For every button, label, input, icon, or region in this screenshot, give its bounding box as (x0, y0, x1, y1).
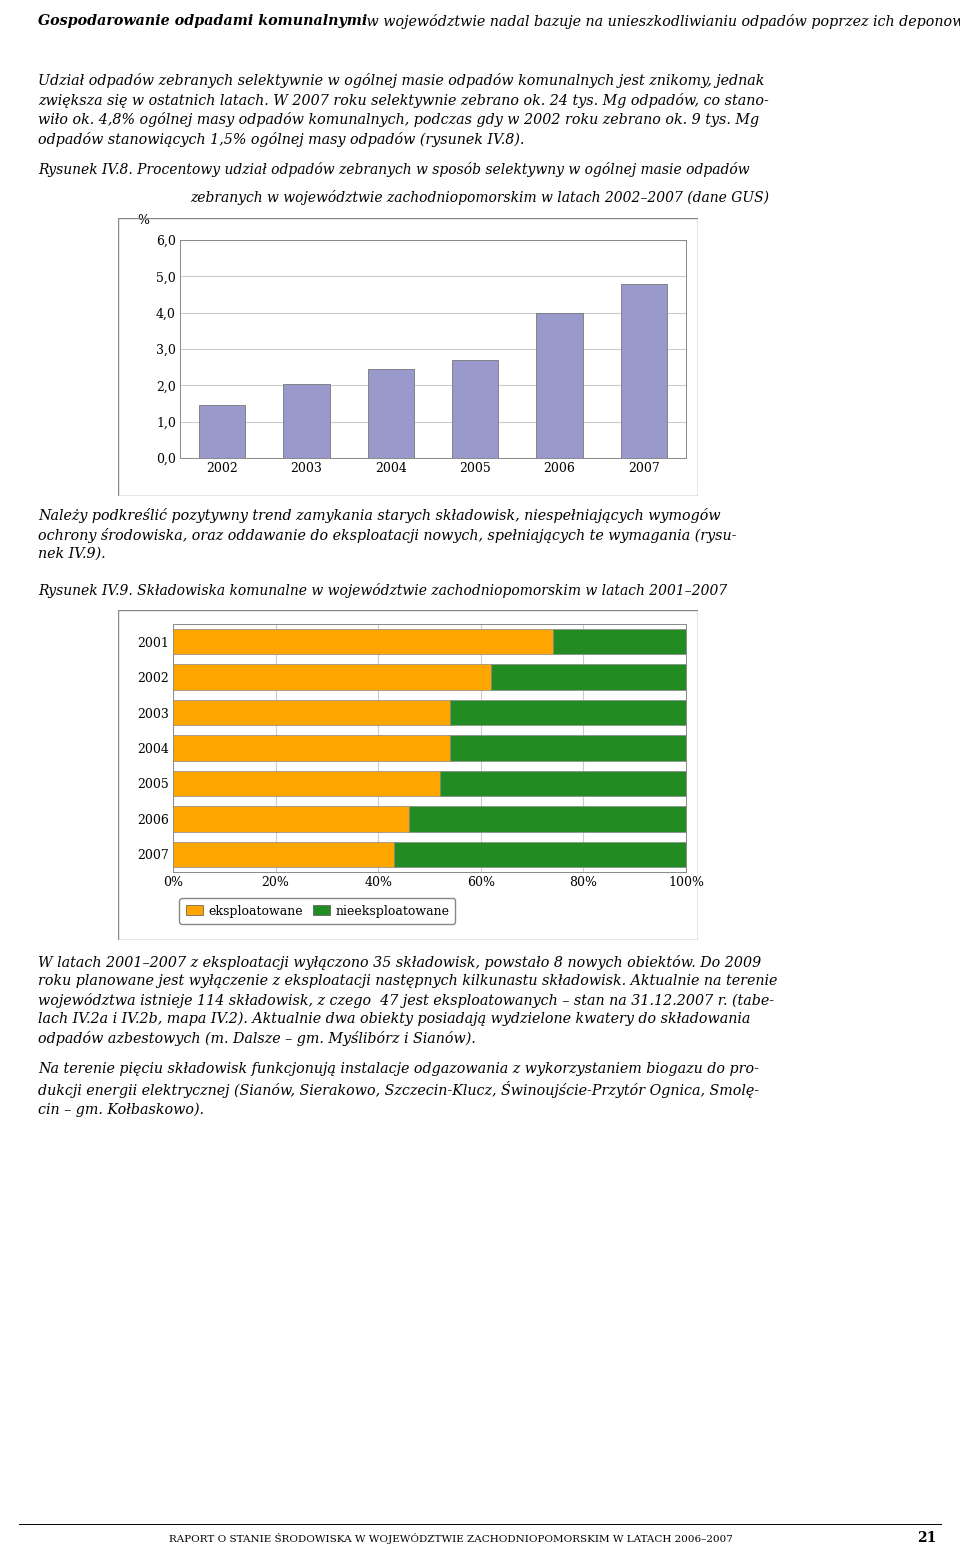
Bar (409, 806, 686, 831)
Bar (394, 842, 686, 867)
Bar (621, 284, 667, 458)
Bar (452, 360, 498, 458)
Legend: eksploatowane, nieeksploatowane: eksploatowane, nieeksploatowane (180, 898, 455, 924)
Bar (199, 405, 246, 458)
Text: Rysunek IV.8. Procentowy udział odpadów zebranych w sposób selektywny w ogólnej : Rysunek IV.8. Procentowy udział odpadów … (38, 162, 750, 177)
Bar (283, 384, 329, 458)
Bar (440, 770, 686, 797)
Bar (173, 700, 450, 725)
Bar (368, 370, 414, 458)
Text: Gospodarowanie odpadami komunalnymi: Gospodarowanie odpadami komunalnymi (38, 14, 368, 28)
Text: Na terenie pięciu składowisk funkcjonują instalacje odgazowania z wykorzystaniem: Na terenie pięciu składowisk funkcjonują… (38, 1062, 759, 1117)
Bar (537, 312, 583, 458)
Bar (173, 735, 450, 761)
Text: w województwie nadal bazuje na unieszkodliwianiu odpadów poprzez ich deponowanie: w województwie nadal bazuje na unieszkod… (362, 14, 960, 30)
Text: Należy podkreślić pozytywny trend zamykania starych składowisk, niespełniających: Należy podkreślić pozytywny trend zamyka… (38, 508, 736, 561)
Text: RAPORT O STANIE ŚRODOWISKA W WOJEWÓDZTWIE ZACHODNIOPOMORSKIM W LATACH 2006–2007: RAPORT O STANIE ŚRODOWISKA W WOJEWÓDZTWI… (169, 1533, 733, 1544)
Text: W latach 2001–2007 z eksploatacji wyłączono 35 składowisk, powstało 8 nowych obi: W latach 2001–2007 z eksploatacji wyłącz… (38, 955, 778, 1047)
Text: Udział odpadów zebranych selektywnie w ogólnej masie odpadów komunalnych jest zn: Udział odpadów zebranych selektywnie w o… (38, 73, 769, 146)
Bar (450, 700, 686, 725)
Text: Rysunek IV.9. Składowiska komunalne w województwie zachodniopomorskim w latach 2: Rysunek IV.9. Składowiska komunalne w wo… (38, 584, 728, 598)
Bar (450, 735, 686, 761)
Bar (173, 770, 440, 797)
Bar (553, 629, 686, 654)
Text: zebranych w województwie zachodniopomorskim w latach 2002–2007 (dane GUS): zebranych w województwie zachodniopomors… (190, 189, 770, 205)
Bar (173, 665, 492, 690)
Bar (173, 806, 409, 831)
Bar (492, 665, 686, 690)
Bar (173, 842, 394, 867)
Text: %: % (137, 214, 149, 227)
Bar (173, 629, 553, 654)
Text: 21: 21 (917, 1531, 936, 1545)
